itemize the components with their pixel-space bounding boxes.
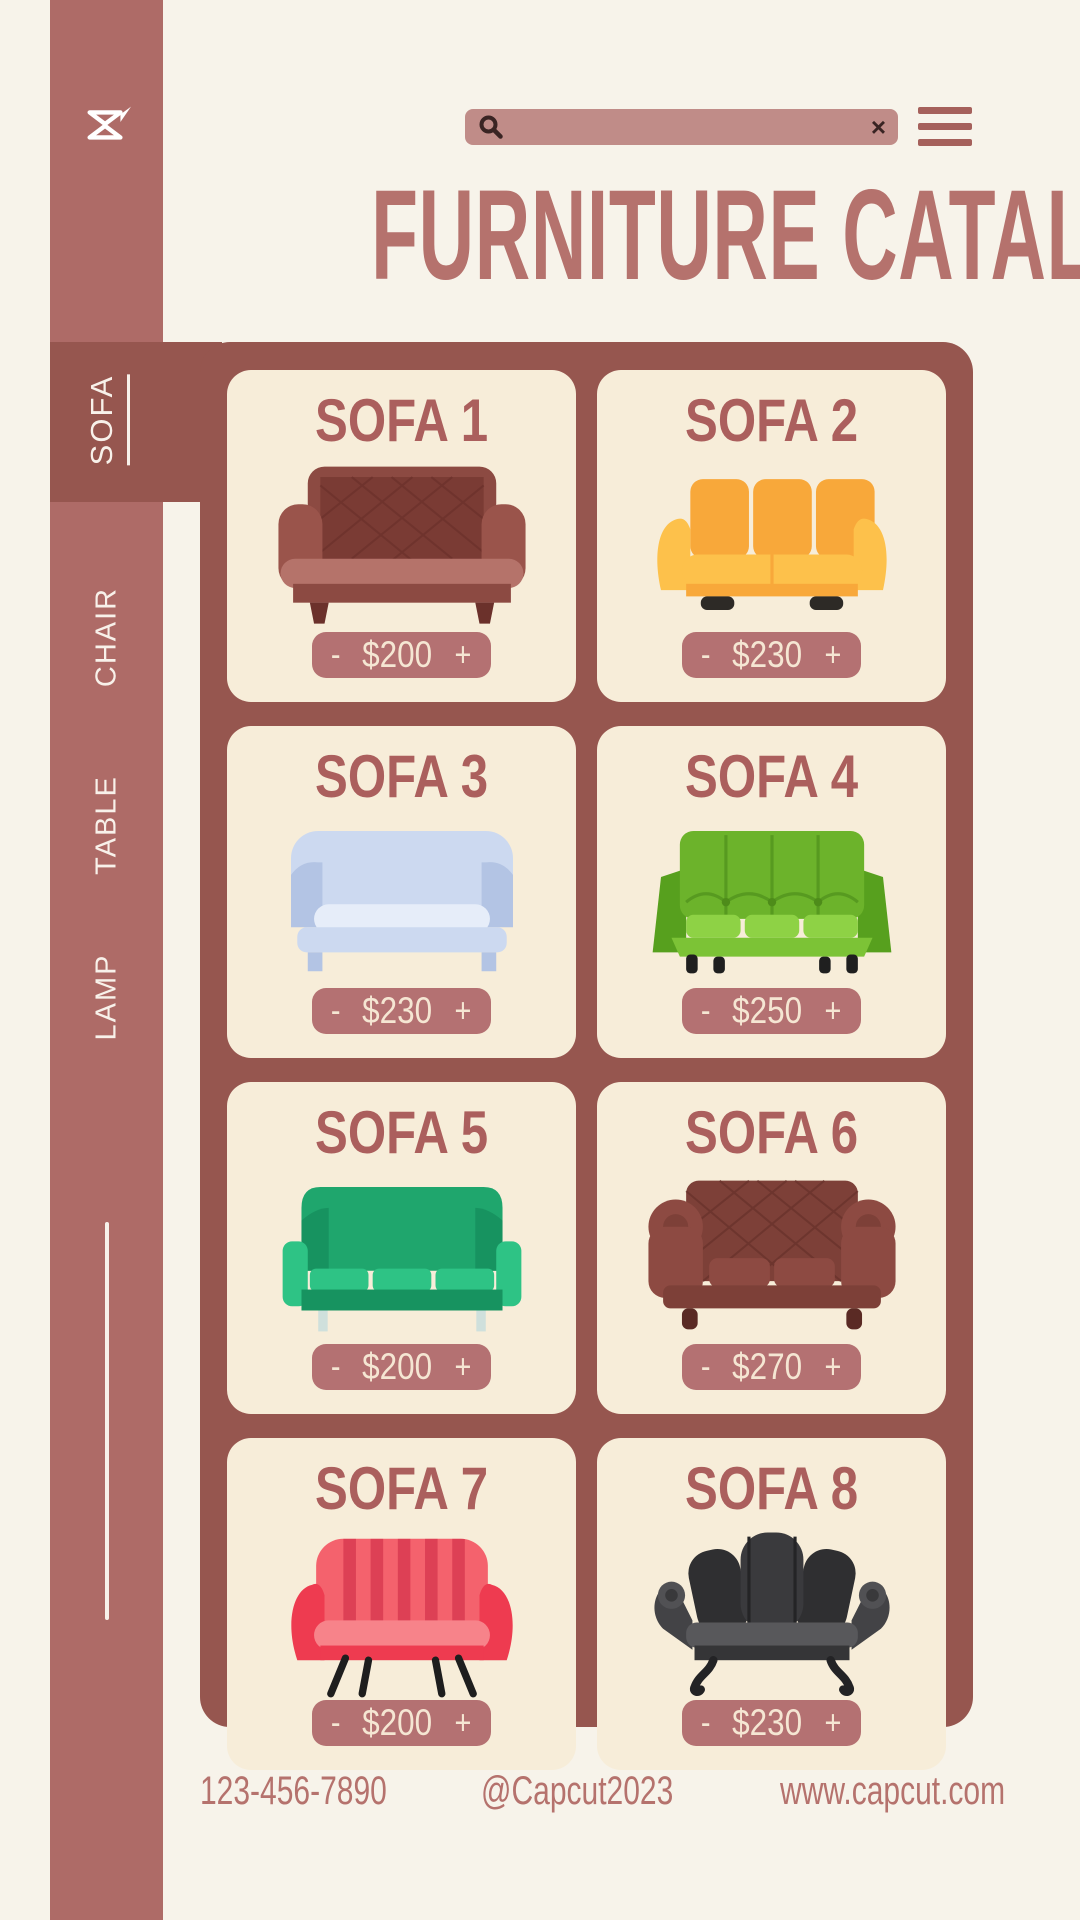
sofa-square-teal-icon xyxy=(254,1166,550,1344)
sofa-loveseat-red-icon xyxy=(254,1522,550,1700)
search-bar[interactable]: × xyxy=(465,109,898,145)
sidebar-item-sofa[interactable]: SOFA xyxy=(84,374,130,466)
hamburger-bar xyxy=(918,107,972,114)
active-tab-background xyxy=(50,342,222,502)
price-stepper: - $230 + xyxy=(681,632,862,678)
decrease-button[interactable]: - xyxy=(700,635,711,674)
product-title: SOFA 3 xyxy=(314,743,489,810)
price-value: $200 xyxy=(362,1346,433,1387)
hamburger-menu-icon[interactable] xyxy=(918,107,972,146)
product-title: SOFA 2 xyxy=(684,387,859,454)
product-card-sofa-6[interactable]: SOFA 6 - $270 + xyxy=(597,1082,946,1414)
increase-button[interactable]: + xyxy=(824,1347,842,1386)
product-card-sofa-8[interactable]: SOFA 8 - $230 + xyxy=(597,1438,946,1770)
increase-button[interactable]: + xyxy=(824,635,842,674)
product-title: SOFA 4 xyxy=(684,743,859,810)
sofa-tufted-green-icon xyxy=(624,810,920,988)
price-stepper: - $200 + xyxy=(311,1344,492,1390)
search-input[interactable] xyxy=(514,113,871,141)
hamburger-bar xyxy=(918,123,972,130)
product-title: SOFA 7 xyxy=(314,1455,489,1522)
price-stepper: - $230 + xyxy=(681,1700,862,1746)
price-stepper: - $200 + xyxy=(311,1700,492,1746)
decrease-button[interactable]: - xyxy=(700,991,711,1030)
price-value: $230 xyxy=(732,634,803,675)
price-value: $230 xyxy=(732,1702,803,1743)
footer-phone: 123-456-7890 xyxy=(200,1768,387,1813)
sofa-chesterfield-brown-icon xyxy=(624,1166,920,1344)
catalog-panel: SOFA 1 - $200 + SOFA 2 xyxy=(200,342,973,1770)
footer-handle: @Capcut2023 xyxy=(481,1768,674,1813)
price-value: $200 xyxy=(362,634,433,675)
increase-button[interactable]: + xyxy=(824,1703,842,1742)
footer: 123-456-7890 @Capcut2023 www.capcut.com xyxy=(200,1766,1006,1816)
decrease-button[interactable]: - xyxy=(700,1703,711,1742)
product-card-sofa-4[interactable]: SOFA 4 - $2 xyxy=(597,726,946,1058)
price-value: $250 xyxy=(732,990,803,1031)
sofa-chesterfield-maroon-icon xyxy=(254,454,550,632)
product-card-sofa-1[interactable]: SOFA 1 - $200 + xyxy=(227,370,576,702)
price-stepper: - $200 + xyxy=(311,632,492,678)
product-title: SOFA 5 xyxy=(314,1099,489,1166)
sofa-modern-orange-icon xyxy=(624,454,920,632)
product-card-sofa-2[interactable]: SOFA 2 - $230 + xyxy=(597,370,946,702)
sidebar-item-lamp[interactable]: LAMP xyxy=(90,953,123,1041)
increase-button[interactable]: + xyxy=(454,1347,472,1386)
increase-button[interactable]: + xyxy=(454,635,472,674)
hamburger-bar xyxy=(918,139,972,146)
price-stepper: - $250 + xyxy=(681,988,862,1034)
product-title: SOFA 8 xyxy=(684,1455,859,1522)
product-card-sofa-7[interactable]: SOFA 7 - $200 xyxy=(227,1438,576,1770)
price-value: $230 xyxy=(362,990,433,1031)
sidebar-divider-line xyxy=(105,1222,109,1620)
footer-website: www.capcut.com xyxy=(780,1768,1006,1813)
capcut-logo-icon xyxy=(81,103,131,148)
price-value: $200 xyxy=(362,1702,433,1743)
product-card-sofa-5[interactable]: SOFA 5 - $200 + xyxy=(227,1082,576,1414)
increase-button[interactable]: + xyxy=(454,991,472,1030)
decrease-button[interactable]: - xyxy=(330,1703,341,1742)
product-title: SOFA 6 xyxy=(684,1099,859,1166)
product-title: SOFA 1 xyxy=(314,387,489,454)
product-card-sofa-3[interactable]: SOFA 3 - $230 + xyxy=(227,726,576,1058)
price-stepper: - $270 + xyxy=(681,1344,862,1390)
sofa-classic-periwinkle-icon xyxy=(254,810,550,988)
search-icon xyxy=(479,115,504,140)
price-value: $270 xyxy=(732,1346,803,1387)
decrease-button[interactable]: - xyxy=(330,635,341,674)
sidebar-item-chair[interactable]: CHAIR xyxy=(90,586,123,688)
increase-button[interactable]: + xyxy=(454,1703,472,1742)
decrease-button[interactable]: - xyxy=(700,1347,711,1386)
price-stepper: - $230 + xyxy=(311,988,492,1034)
increase-button[interactable]: + xyxy=(824,991,842,1030)
decrease-button[interactable]: - xyxy=(330,991,341,1030)
page-title: FURNITURE CATALOG xyxy=(371,164,1080,307)
decrease-button[interactable]: - xyxy=(330,1347,341,1386)
sofa-vintage-black-icon xyxy=(624,1522,920,1700)
search-clear-icon[interactable]: × xyxy=(870,112,886,142)
sidebar-item-table[interactable]: TABLE xyxy=(90,775,123,875)
